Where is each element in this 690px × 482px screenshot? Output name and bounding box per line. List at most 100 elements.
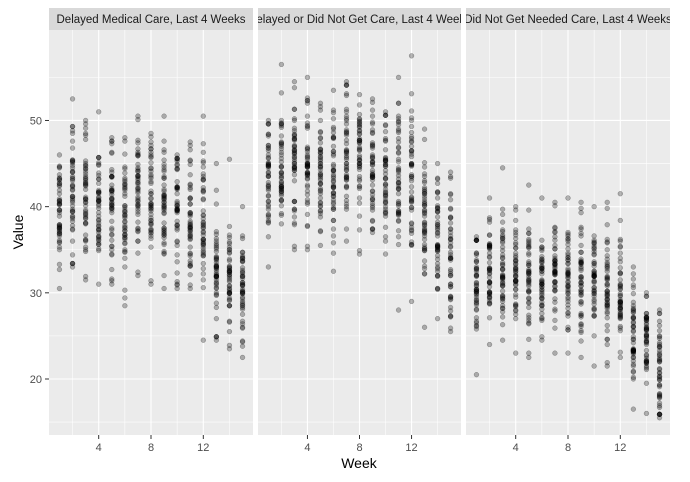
data-point bbox=[278, 152, 285, 158]
data-point bbox=[395, 129, 402, 136]
data-point bbox=[356, 123, 363, 130]
data-point bbox=[200, 208, 206, 214]
data-point bbox=[395, 149, 402, 156]
data-point bbox=[617, 354, 623, 361]
data-point bbox=[330, 268, 337, 274]
data-point bbox=[343, 117, 350, 124]
data-point bbox=[56, 197, 63, 204]
data-point bbox=[304, 144, 311, 150]
data-point bbox=[643, 310, 650, 317]
data-point bbox=[343, 106, 350, 112]
grid-lines bbox=[49, 30, 253, 435]
data-point bbox=[591, 251, 597, 257]
data-point bbox=[304, 164, 311, 170]
data-point bbox=[356, 119, 363, 125]
data-point bbox=[161, 241, 167, 248]
data-point bbox=[109, 138, 115, 144]
data-point bbox=[200, 212, 206, 218]
data-point bbox=[656, 411, 663, 417]
data-point bbox=[265, 131, 272, 137]
data-point bbox=[148, 154, 154, 161]
data-point bbox=[617, 259, 623, 265]
data-point bbox=[291, 142, 298, 149]
data-point bbox=[499, 293, 506, 299]
data-point bbox=[239, 272, 246, 279]
data-point bbox=[226, 272, 233, 278]
data-point bbox=[369, 152, 376, 158]
data-point bbox=[226, 319, 233, 325]
data-point bbox=[591, 307, 597, 313]
data-point bbox=[421, 222, 428, 228]
data-point bbox=[174, 166, 180, 173]
data-point bbox=[617, 310, 623, 317]
data-point bbox=[382, 123, 389, 129]
data-point bbox=[291, 136, 298, 143]
data-point bbox=[265, 184, 272, 190]
data-point bbox=[265, 155, 272, 162]
data-point bbox=[408, 172, 415, 178]
data-point bbox=[356, 176, 363, 182]
data-point bbox=[174, 185, 180, 191]
data-point bbox=[291, 135, 298, 142]
data-point bbox=[109, 205, 115, 212]
data-point bbox=[291, 131, 298, 137]
data-point bbox=[200, 188, 206, 194]
data-point bbox=[304, 164, 311, 170]
data-point bbox=[395, 198, 402, 205]
data-point bbox=[447, 169, 454, 175]
data-point bbox=[291, 85, 298, 91]
data-point bbox=[382, 158, 389, 164]
data-point bbox=[343, 82, 350, 88]
x-tick-label: 4 bbox=[96, 442, 102, 454]
data-point bbox=[200, 247, 206, 254]
data-points bbox=[265, 53, 454, 335]
data-point bbox=[421, 225, 428, 231]
data-point bbox=[278, 149, 285, 156]
data-point bbox=[187, 272, 193, 278]
data-point bbox=[96, 246, 102, 252]
data-point bbox=[408, 197, 415, 203]
data-point bbox=[148, 281, 154, 287]
data-point bbox=[421, 198, 428, 205]
data-point bbox=[56, 230, 63, 237]
data-point bbox=[109, 252, 115, 258]
data-point bbox=[408, 143, 415, 149]
data-point bbox=[239, 265, 246, 271]
data-point bbox=[304, 162, 311, 168]
data-point bbox=[213, 244, 220, 250]
data-point bbox=[356, 102, 363, 108]
data-point bbox=[109, 149, 115, 156]
data-point bbox=[56, 172, 63, 178]
data-point bbox=[369, 207, 376, 213]
data-point bbox=[96, 195, 102, 201]
data-point bbox=[69, 216, 76, 222]
data-point bbox=[408, 239, 415, 245]
data-point bbox=[369, 121, 376, 127]
data-point bbox=[486, 279, 493, 286]
data-point bbox=[122, 235, 128, 241]
data-point bbox=[552, 279, 558, 286]
data-point bbox=[395, 100, 402, 106]
data-point bbox=[122, 207, 128, 213]
data-point bbox=[486, 341, 493, 348]
data-point bbox=[343, 184, 350, 190]
data-point bbox=[473, 259, 480, 265]
data-point bbox=[421, 228, 428, 234]
data-point bbox=[343, 156, 350, 162]
data-point bbox=[591, 272, 597, 279]
data-point bbox=[565, 195, 571, 201]
data-point bbox=[148, 217, 154, 224]
data-point bbox=[174, 162, 180, 168]
data-point bbox=[304, 197, 311, 203]
data-point bbox=[408, 204, 415, 211]
data-point bbox=[122, 181, 128, 187]
data-point bbox=[343, 160, 350, 167]
data-point bbox=[278, 184, 285, 190]
data-point bbox=[69, 226, 76, 232]
data-point bbox=[369, 197, 376, 203]
data-point bbox=[343, 132, 350, 138]
data-point bbox=[330, 191, 337, 197]
data-point bbox=[122, 215, 128, 221]
data-point bbox=[82, 199, 89, 205]
